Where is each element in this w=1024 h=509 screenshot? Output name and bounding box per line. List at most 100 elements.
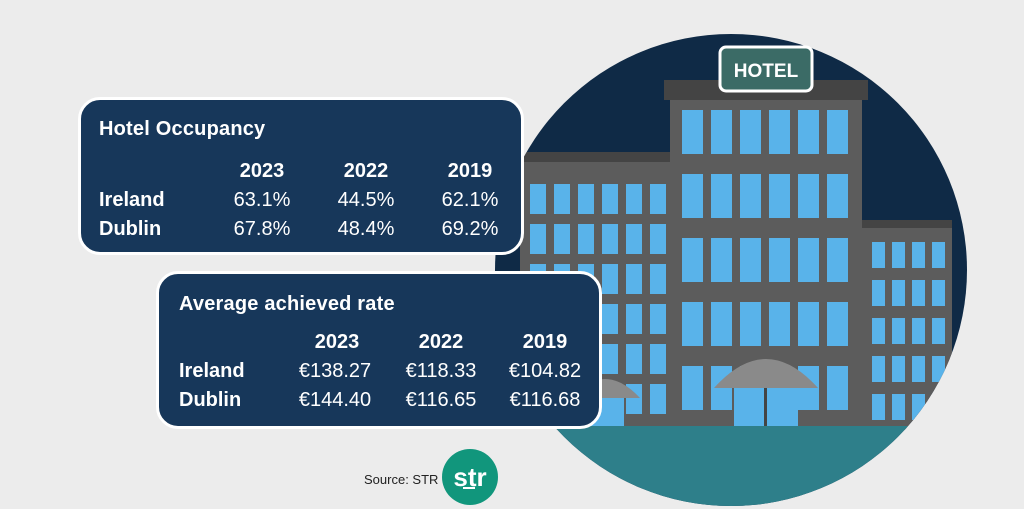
window <box>578 224 594 254</box>
window <box>912 318 925 344</box>
rate-col-header: 2022 <box>418 331 464 353</box>
occupancy-title: Hotel Occupancy <box>99 118 266 140</box>
window <box>827 302 848 346</box>
window <box>602 264 618 294</box>
window <box>912 242 925 268</box>
window <box>872 242 885 268</box>
rate-cell: €104.82 <box>508 360 582 382</box>
rate-title: Average achieved rate <box>179 293 395 315</box>
window <box>740 110 761 154</box>
entrance-awning <box>714 359 818 388</box>
str-logo-text: str <box>453 461 487 492</box>
window <box>650 184 666 214</box>
window <box>711 238 732 282</box>
window <box>872 356 885 382</box>
window <box>682 366 703 410</box>
occupancy-row-label: Ireland <box>99 189 165 211</box>
tower-windows <box>682 110 848 410</box>
window <box>912 280 925 306</box>
window <box>682 302 703 346</box>
occupancy-col-header: 2023 <box>239 160 285 182</box>
window <box>892 242 905 268</box>
window <box>872 394 885 420</box>
window <box>578 184 594 214</box>
occupancy-col-header: 2022 <box>343 160 389 182</box>
window <box>932 280 945 306</box>
window <box>872 280 885 306</box>
occupancy-col-header: 2019 <box>447 160 493 182</box>
window <box>602 224 618 254</box>
window <box>650 344 666 374</box>
window <box>626 224 642 254</box>
window <box>932 356 945 382</box>
window <box>892 394 905 420</box>
window <box>798 174 819 218</box>
window <box>872 318 885 344</box>
window <box>798 110 819 154</box>
str-logo-underline <box>463 487 475 489</box>
ground <box>495 426 967 506</box>
window <box>892 356 905 382</box>
rate-col-header: 2023 <box>314 331 360 353</box>
window <box>650 384 666 414</box>
window <box>798 302 819 346</box>
window <box>827 110 848 154</box>
occupancy-row-label: Dublin <box>99 218 162 240</box>
window <box>892 280 905 306</box>
window <box>650 224 666 254</box>
window <box>650 304 666 334</box>
right-wing-windows <box>872 242 945 420</box>
occupancy-cell: 44.5% <box>337 189 395 211</box>
rate-cell: €116.68 <box>509 389 581 411</box>
window <box>740 238 761 282</box>
window <box>769 302 790 346</box>
window <box>769 238 790 282</box>
window <box>892 318 905 344</box>
window <box>626 184 642 214</box>
str-logo: str <box>442 449 498 505</box>
window <box>682 174 703 218</box>
window <box>711 174 732 218</box>
window <box>626 264 642 294</box>
window <box>602 184 618 214</box>
window <box>626 344 642 374</box>
window <box>769 174 790 218</box>
window <box>554 184 570 214</box>
window <box>711 302 732 346</box>
occupancy-cell: 69.2% <box>441 218 499 240</box>
rate-col-header: 2019 <box>522 331 568 353</box>
window <box>932 394 945 420</box>
window <box>602 304 618 334</box>
window <box>827 174 848 218</box>
window <box>798 238 819 282</box>
rate-cell: €144.40 <box>298 389 372 411</box>
occupancy-cell: 62.1% <box>441 189 499 211</box>
hotel-sign <box>718 45 814 93</box>
window <box>827 238 848 282</box>
window <box>740 174 761 218</box>
rate-row-label: Ireland <box>179 360 245 382</box>
source-label: Source: STR <box>364 472 439 487</box>
window <box>650 264 666 294</box>
occupancy-card: Hotel Occupancy 2023 2022 2019 Ireland 6… <box>78 97 524 255</box>
window <box>932 318 945 344</box>
window <box>932 242 945 268</box>
window <box>682 110 703 154</box>
window <box>740 302 761 346</box>
occupancy-cell: 67.8% <box>233 218 291 240</box>
rate-row-label: Dublin <box>179 389 242 411</box>
rate-cell: €118.33 <box>405 360 477 382</box>
hotel-sign-text: HOTEL <box>734 61 799 82</box>
window <box>827 366 848 410</box>
window <box>530 224 546 254</box>
window <box>554 224 570 254</box>
occupancy-cell: 48.4% <box>337 218 395 240</box>
window <box>530 184 546 214</box>
window <box>602 344 618 374</box>
window <box>912 356 925 382</box>
window <box>769 110 790 154</box>
window <box>912 394 925 420</box>
occupancy-cell: 63.1% <box>233 189 291 211</box>
window <box>711 110 732 154</box>
